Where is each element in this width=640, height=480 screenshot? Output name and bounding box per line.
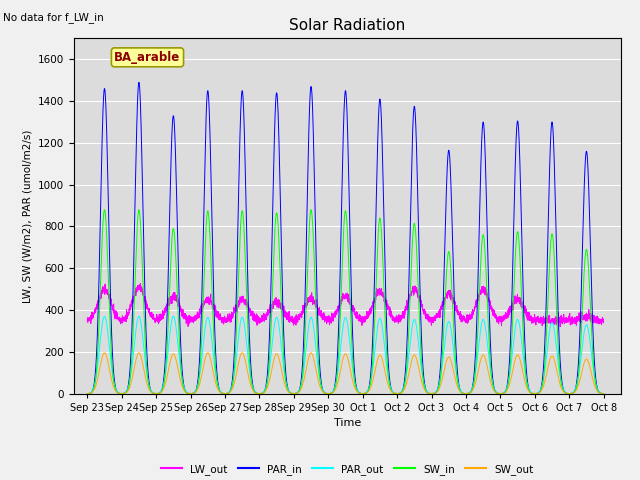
SW_out	[84, 391, 92, 396]
PAR_in	[84, 391, 92, 396]
PAR_in	[228, 382, 236, 388]
PAR_in	[396, 390, 403, 396]
SW_in	[405, 330, 413, 336]
Line: PAR_in: PAR_in	[88, 83, 604, 394]
LW_out	[405, 300, 413, 305]
LW_out	[136, 281, 144, 287]
LW_out	[556, 324, 564, 330]
SW_in	[228, 385, 236, 391]
SW_out	[566, 391, 573, 396]
SW_in	[551, 266, 559, 272]
SW_out	[228, 387, 236, 393]
SW_in	[195, 382, 202, 387]
Title: Solar Radiation: Solar Radiation	[289, 18, 405, 33]
Text: BA_arable: BA_arable	[115, 51, 180, 64]
PAR_out	[84, 391, 92, 396]
LW_out	[84, 316, 92, 322]
SW_out	[195, 385, 202, 391]
PAR_out	[566, 391, 573, 396]
PAR_in	[195, 376, 202, 382]
PAR_in	[551, 174, 559, 180]
LW_out	[195, 313, 202, 319]
SW_in	[600, 391, 607, 396]
PAR_out	[195, 381, 202, 386]
Line: SW_out: SW_out	[88, 353, 604, 394]
SW_in	[100, 207, 108, 213]
SW_in	[428, 391, 435, 396]
PAR_out	[396, 390, 403, 396]
Line: LW_out: LW_out	[88, 284, 604, 327]
PAR_in	[405, 288, 413, 294]
Text: No data for f_LW_in: No data for f_LW_in	[3, 12, 104, 23]
PAR_in	[566, 391, 573, 396]
SW_out	[396, 390, 403, 396]
LW_out	[551, 320, 559, 326]
PAR_out	[100, 313, 108, 319]
SW_in	[396, 391, 403, 396]
SW_out	[600, 391, 607, 396]
PAR_in	[600, 391, 607, 396]
SW_out	[100, 350, 108, 356]
LW_out	[396, 315, 403, 321]
PAR_out	[600, 391, 607, 396]
SW_out	[600, 391, 607, 396]
PAR_out	[551, 330, 559, 336]
PAR_in	[135, 80, 143, 85]
SW_in	[600, 391, 607, 396]
PAR_out	[405, 354, 413, 360]
Line: PAR_out: PAR_out	[88, 316, 604, 394]
PAR_out	[228, 384, 236, 390]
PAR_out	[600, 391, 607, 396]
SW_in	[84, 391, 92, 396]
Legend: LW_out, PAR_in, PAR_out, SW_in, SW_out: LW_out, PAR_in, PAR_out, SW_in, SW_out	[157, 460, 538, 479]
Line: SW_in: SW_in	[88, 210, 604, 394]
SW_out	[405, 372, 413, 377]
SW_out	[551, 359, 559, 364]
PAR_in	[600, 391, 607, 396]
LW_out	[600, 320, 607, 325]
X-axis label: Time: Time	[333, 418, 361, 428]
LW_out	[228, 309, 236, 315]
Y-axis label: LW, SW (W/m2), PAR (umol/m2/s): LW, SW (W/m2), PAR (umol/m2/s)	[22, 129, 32, 303]
LW_out	[600, 320, 607, 325]
